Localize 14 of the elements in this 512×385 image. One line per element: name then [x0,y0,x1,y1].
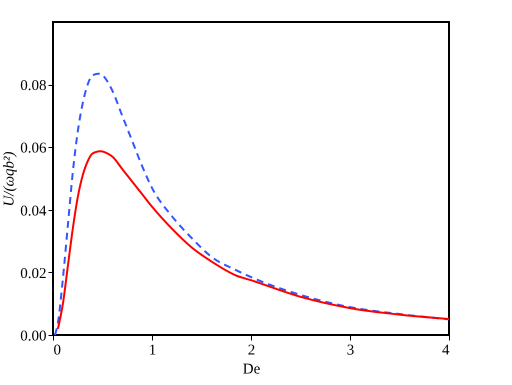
x-tick-label: 1 [148,342,156,358]
y-axis-title: U/(ωqb²) [1,151,18,207]
x-tick-label: 3 [346,342,354,358]
x-tick-label: 0 [54,342,61,358]
y-tick-label: 0.06 [20,140,47,157]
y-tick-label: 0.02 [20,266,46,282]
x-tick-label: 2 [248,342,256,358]
line-series [56,150,449,330]
x-tick-label: 4 [442,342,450,358]
x-axis-title: De [242,362,261,378]
y-tick-label: 0.08 [20,78,46,94]
y-tick-label: 0.04 [20,203,47,220]
y-tick-label: 0.00 [20,328,46,344]
line-series [54,72,449,335]
